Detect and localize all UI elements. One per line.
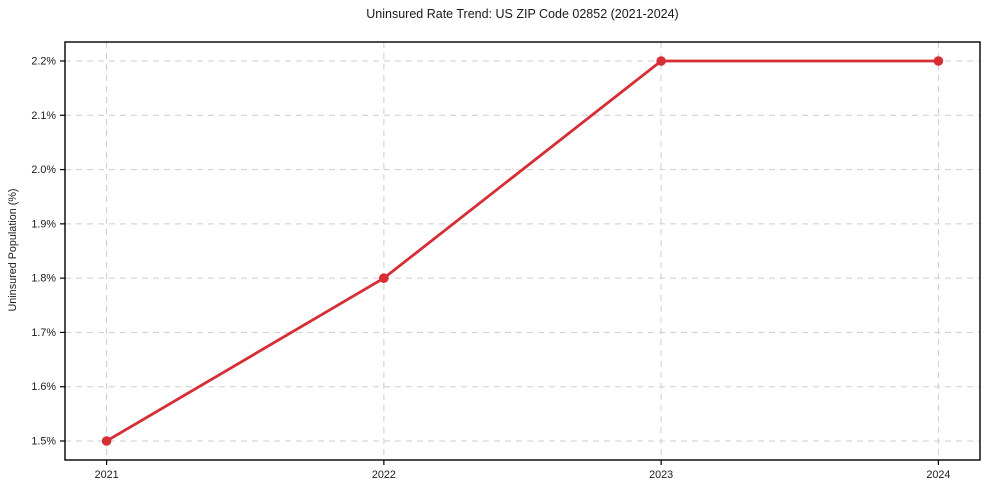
y-tick-label: 2.2% bbox=[31, 56, 56, 68]
x-tick-label: 2024 bbox=[926, 469, 950, 481]
axes-spines bbox=[64, 41, 981, 461]
y-tick-label: 1.7% bbox=[31, 327, 56, 339]
y-tick-label: 1.9% bbox=[31, 218, 56, 230]
x-tick-label: 2021 bbox=[95, 469, 119, 481]
data-point-marker bbox=[379, 273, 389, 283]
data-point-marker bbox=[933, 56, 944, 66]
y-tick-label: 1.5% bbox=[31, 436, 56, 448]
data-point-marker bbox=[101, 436, 112, 446]
chart-title: Uninsured Rate Trend: US ZIP Code 02852 … bbox=[366, 7, 679, 21]
y-tick-label: 1.6% bbox=[31, 381, 56, 393]
trend-line bbox=[105, 59, 940, 443]
y-tick-label: 2.1% bbox=[31, 110, 56, 122]
x-tick-label: 2023 bbox=[649, 469, 673, 481]
x-tick-label: 2022 bbox=[372, 469, 396, 481]
y-tick-label: 1.8% bbox=[31, 273, 56, 285]
data-point-marker bbox=[656, 56, 666, 66]
y-tick-label: 2.0% bbox=[31, 164, 56, 176]
